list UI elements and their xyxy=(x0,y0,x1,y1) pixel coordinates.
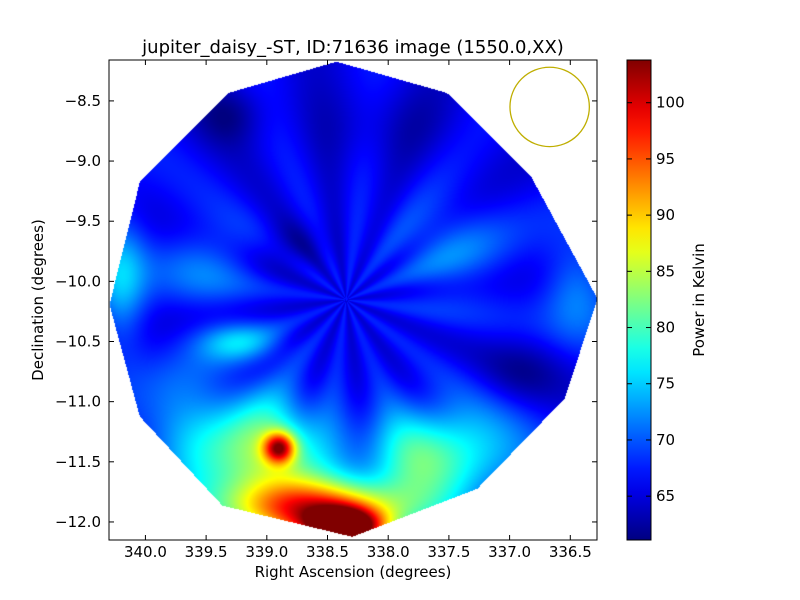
plot-frame xyxy=(108,59,598,541)
colorbar-frame xyxy=(626,59,652,541)
y-tick-label: −10.5 xyxy=(55,333,101,351)
colorbar-tick-label: 75 xyxy=(656,375,675,393)
plot-area xyxy=(109,60,597,540)
colorbar: 65 70 75 80 85 90 95 100 Power in Kelvin xyxy=(626,59,708,541)
y-tick-label: −9.5 xyxy=(65,212,101,230)
colorbar-gradient xyxy=(627,60,651,540)
y-tick-label: −11.5 xyxy=(55,453,101,471)
y-tick-label: −11.0 xyxy=(55,393,101,411)
x-tick-label: 339.5 xyxy=(185,543,228,561)
x-tick-label: 339.0 xyxy=(245,543,288,561)
y-tick-label: −8.5 xyxy=(65,92,101,110)
x-tick-label: 336.5 xyxy=(549,543,592,561)
colorbar-tick-label: 90 xyxy=(656,206,675,224)
beam-circle xyxy=(509,66,591,148)
colorbar-tick-label: 100 xyxy=(656,94,685,112)
colorbar-tick-label: 85 xyxy=(656,262,675,280)
heatmap-image xyxy=(109,60,597,540)
y-tick-label: −12.0 xyxy=(55,513,101,531)
x-tick-label: 337.5 xyxy=(427,543,470,561)
x-tick-label: 338.0 xyxy=(367,543,410,561)
y-axis: −8.5 −9.0 −9.5 −10.0 −10.5 −11.0 −11.5 −12.0 xyxy=(55,92,597,531)
x-axis: 340.0 339.5 339.0 338.5 338.0 337.5 337.0 336.5 xyxy=(124,60,592,561)
x-tick-label: 340.0 xyxy=(124,543,167,561)
colorbar-label: Power in Kelvin xyxy=(690,243,708,357)
x-axis-label: Right Ascension (degrees) xyxy=(255,563,452,581)
colorbar-tick-label: 65 xyxy=(656,487,675,505)
colorbar-tick-label: 70 xyxy=(656,431,675,449)
y-tick-label: −9.0 xyxy=(65,152,101,170)
colorbar-ticks: 65 70 75 80 85 90 95 100 xyxy=(627,94,685,505)
x-tick-label: 337.0 xyxy=(488,543,531,561)
colorbar-tick-label: 95 xyxy=(656,150,675,168)
x-tick-label: 338.5 xyxy=(306,543,349,561)
colorbar-tick-label: 80 xyxy=(656,319,675,337)
y-tick-label: −10.0 xyxy=(55,272,101,290)
chart-title: jupiter_daisy_-ST, ID:71636 image (1550.… xyxy=(141,37,564,58)
y-axis-label: Declination (degrees) xyxy=(29,219,47,381)
